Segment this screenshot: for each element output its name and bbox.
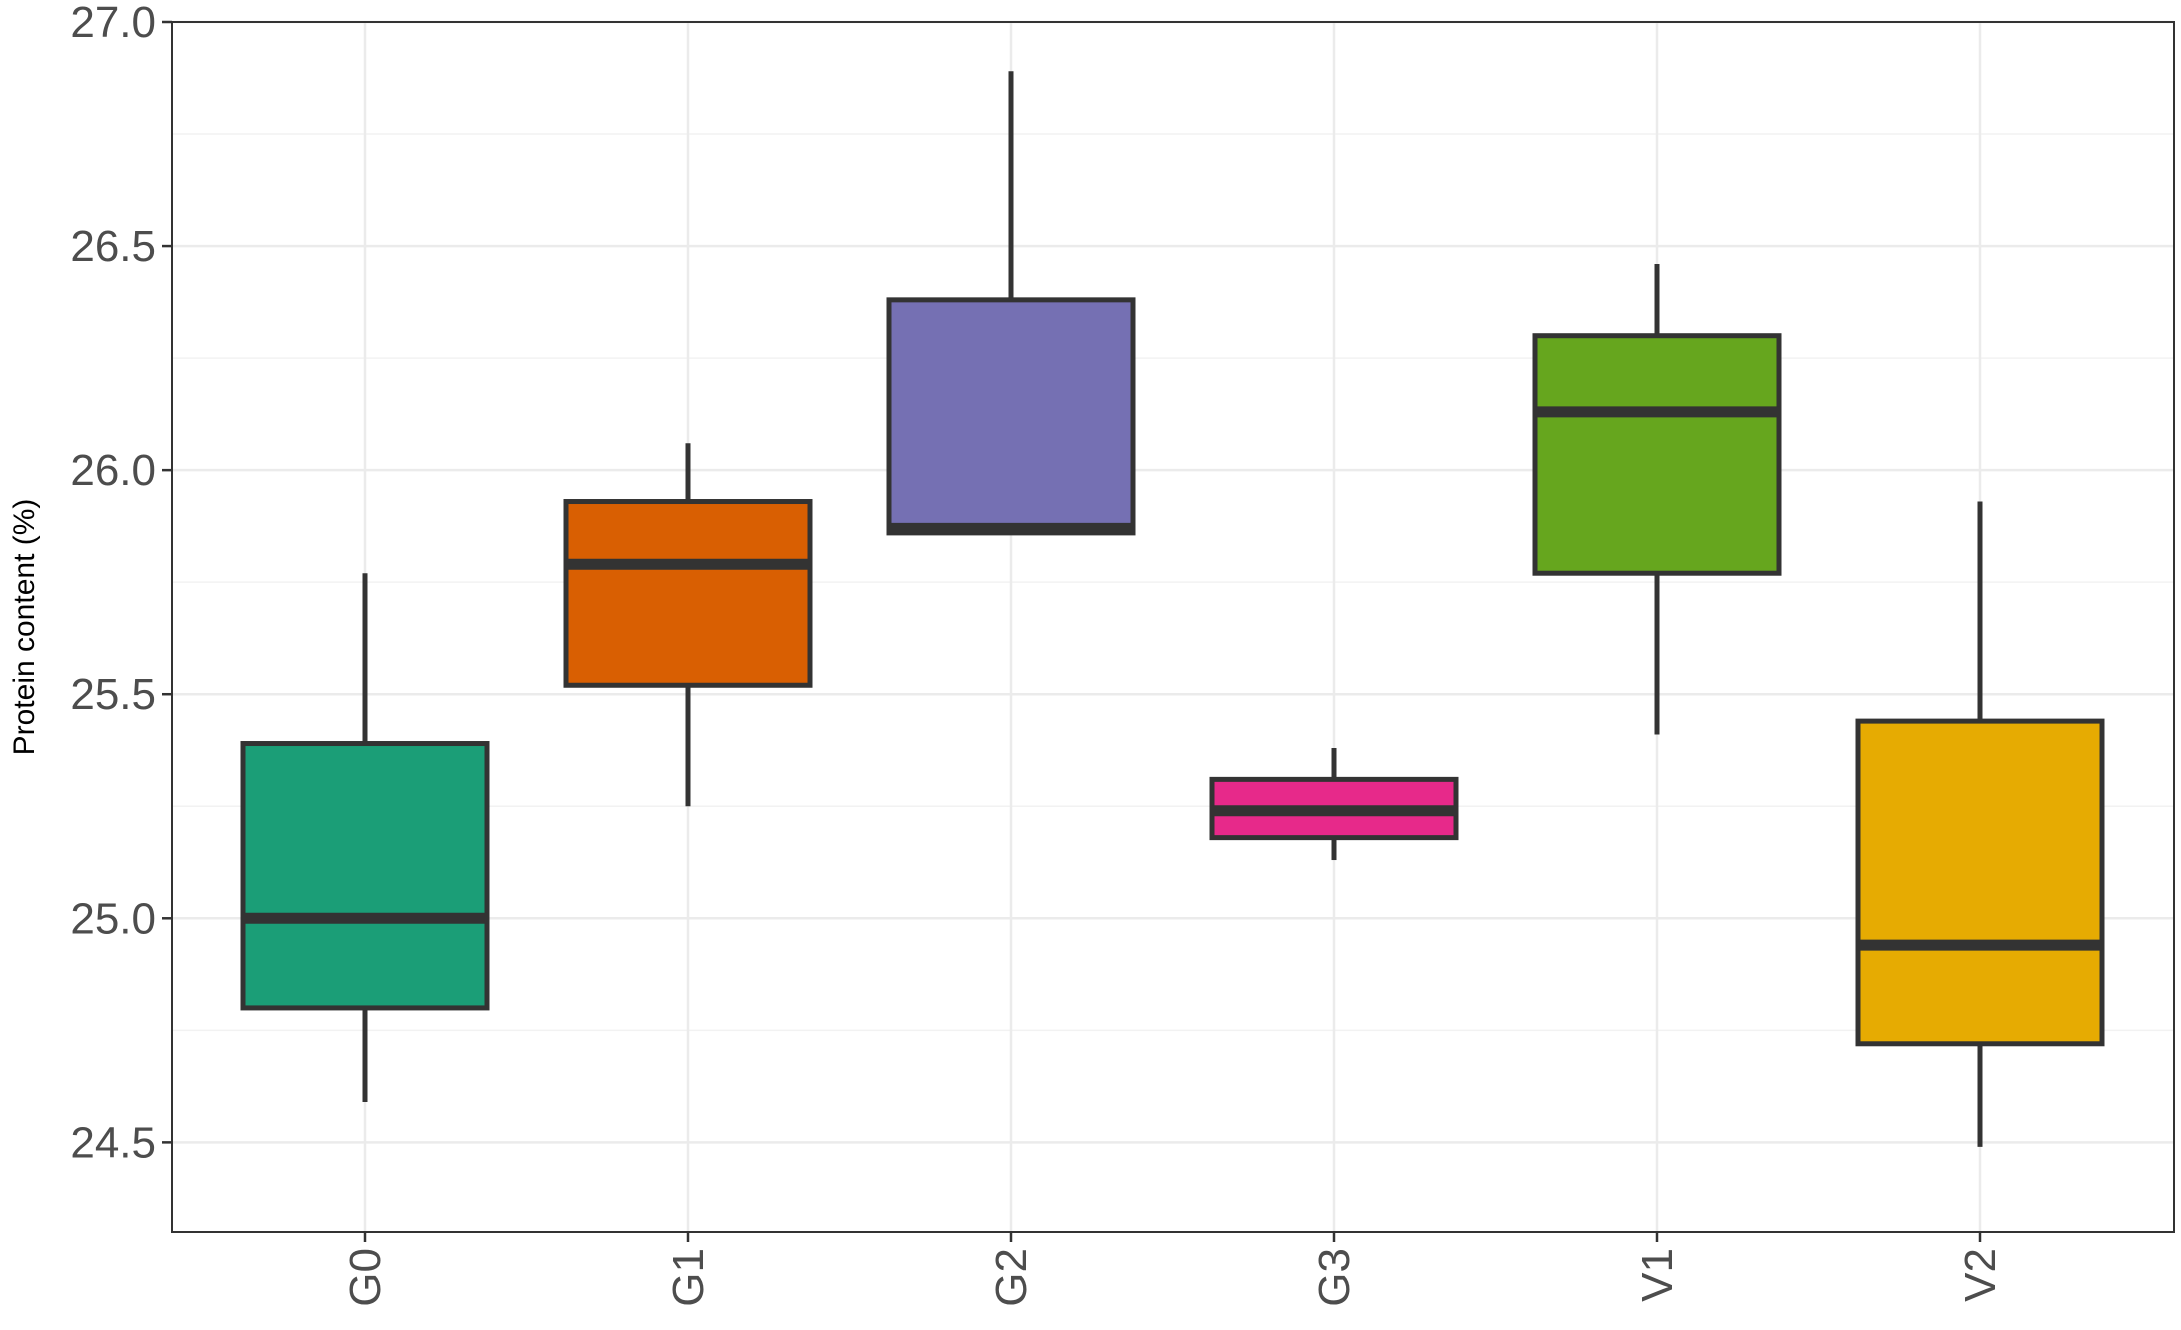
box-v2 — [1855, 501, 2105, 1147]
x-axis: G0 G1 G2 G3 V1 V2 — [341, 1232, 2005, 1307]
box-iqr — [886, 297, 1136, 536]
y-tick-label: 27.0 — [70, 0, 156, 47]
x-tick-label-g0: G0 — [341, 1248, 390, 1307]
y-tick-label: 25.0 — [70, 894, 156, 943]
x-tick-label-g2: G2 — [987, 1248, 1036, 1307]
box-iqr — [1855, 718, 2105, 1047]
y-tick-label: 26.5 — [70, 222, 156, 271]
box-g2 — [886, 71, 1136, 536]
plot-panel-border — [171, 21, 2175, 1233]
x-tick-label-g1: G1 — [664, 1248, 713, 1307]
box-g0 — [240, 573, 490, 1103]
box-iqr — [563, 499, 813, 688]
box-v1 — [1532, 264, 1782, 735]
y-tick-label: 24.5 — [70, 1118, 156, 1167]
y-axis: 24.5 25.0 25.5 26.0 26.5 27.0 — [70, 0, 172, 1167]
y-axis-title: Protein content (%) — [8, 499, 41, 756]
x-tick-label-v2: V2 — [1956, 1248, 2005, 1302]
box-iqr — [1532, 333, 1782, 576]
boxes-layer — [240, 71, 2105, 1147]
box-g1 — [563, 443, 813, 807]
box-iqr — [240, 741, 490, 1011]
box-g3 — [1209, 748, 1459, 861]
x-tick-label-v1: V1 — [1633, 1248, 1682, 1302]
y-tick-label: 26.0 — [70, 446, 156, 495]
y-tick-label: 25.5 — [70, 670, 156, 719]
plot-background — [172, 22, 2174, 1232]
x-tick-label-g3: G3 — [1310, 1248, 1359, 1307]
